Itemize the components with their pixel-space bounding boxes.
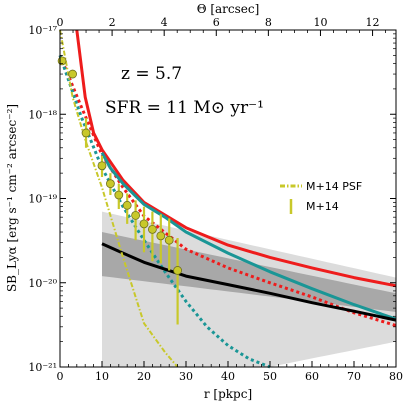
x2-tick-label: 12 — [366, 16, 380, 29]
x2-tick-label: 6 — [213, 16, 220, 29]
m14-point — [114, 190, 124, 200]
m14-point — [81, 128, 91, 138]
x-tick-label: 0 — [57, 370, 64, 383]
legend: M+14 PSF M+14 — [280, 180, 362, 214]
series-2-dotted-line — [58, 54, 397, 328]
x-tick-label: 10 — [95, 370, 109, 383]
y-tick-label: 10⁻²⁰ — [28, 277, 57, 290]
m14-point — [164, 235, 174, 245]
m14-point — [131, 211, 141, 220]
x2-tick-label: 8 — [265, 16, 272, 29]
x2-axis-title: Θ [arcsec] — [197, 2, 260, 16]
y-tick-label: 10⁻¹⁷ — [28, 24, 57, 37]
x2-tick-label: 2 — [109, 16, 116, 29]
x-tick-label: 30 — [179, 370, 193, 383]
series-6-dash-dot-line — [59, 29, 179, 368]
series-3-solid-line — [100, 151, 397, 321]
m14-point — [139, 219, 149, 229]
m14-point — [68, 69, 77, 79]
series-5-solid-line — [101, 242, 397, 322]
m14-point — [97, 161, 107, 171]
sfr-annotation: SFR = 11 M⊙ yr⁻¹ — [105, 98, 264, 118]
m14-point — [106, 179, 115, 189]
x2-tick-label: 4 — [161, 16, 168, 29]
m14-point — [156, 231, 166, 241]
redshift-annotation: z = 5.7 — [121, 64, 182, 84]
x-axis-title: r [pkpc] — [204, 387, 252, 401]
series-1-solid-line — [75, 29, 397, 288]
model-lines — [58, 29, 397, 369]
x-tick-label: 80 — [389, 370, 403, 383]
x2-tick-label: 0 — [57, 16, 64, 29]
m14-data-points — [57, 56, 183, 325]
x-tick-label: 70 — [347, 370, 361, 383]
x-tick-label: 40 — [221, 370, 235, 383]
series-4-dotted-line — [58, 54, 271, 369]
x-tick-label: 20 — [137, 370, 151, 383]
y-tick-label: 10⁻²¹ — [28, 361, 57, 374]
tick-labels: 0 10 20 30 40 50 60 70 80 0 2 4 6 8 10 12 10⁻²¹ 10⁻²⁰ 10⁻¹… — [28, 16, 403, 383]
y-tick-label: 10⁻¹⁸ — [28, 108, 57, 121]
legend-psf-label: M+14 PSF — [306, 180, 362, 193]
m14-point — [122, 200, 132, 210]
y-tick-label: 10⁻¹⁹ — [28, 193, 57, 206]
legend-m14-label: M+14 — [306, 200, 339, 213]
axis-ticks — [59, 29, 397, 368]
y-axis-title: SB_Lyα [erg s⁻¹ cm⁻² arcsec⁻²] — [5, 104, 19, 292]
x2-tick-label: 10 — [313, 16, 327, 29]
m14-point — [173, 266, 183, 275]
x-tick-label: 60 — [305, 370, 319, 383]
x-tick-label: 50 — [263, 370, 277, 383]
m14-point — [147, 224, 157, 234]
